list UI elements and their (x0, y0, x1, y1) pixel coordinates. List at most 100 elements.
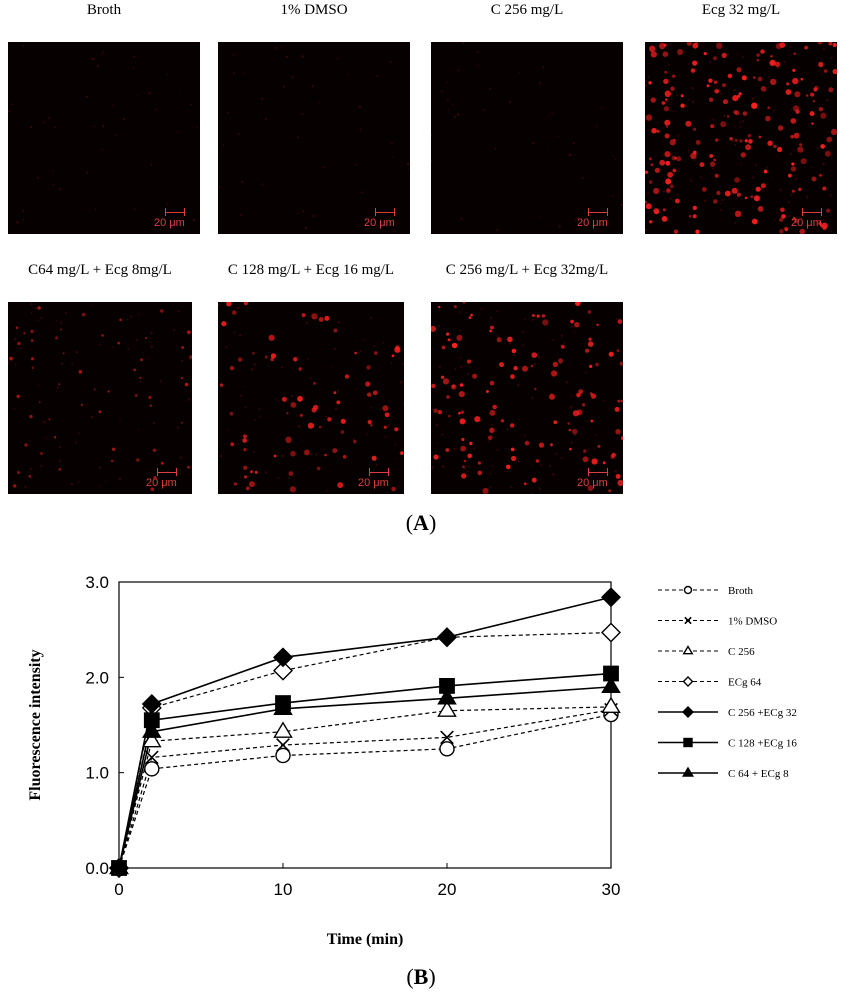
background-speck (491, 424, 493, 426)
background-speck (776, 66, 779, 69)
background-speck (65, 312, 67, 315)
background-speck (600, 223, 603, 225)
stained-cell (189, 355, 192, 359)
background-speck (240, 476, 242, 479)
background-speck (136, 95, 138, 97)
background-speck (57, 386, 59, 389)
stained-cell (760, 49, 765, 54)
background-speck (691, 87, 694, 90)
background-speck (517, 384, 520, 387)
background-speck (118, 477, 122, 480)
background-speck (712, 118, 715, 121)
scale-bar-label: 20 μm (364, 217, 395, 229)
stained-cell (187, 466, 190, 469)
stained-cell (353, 439, 357, 444)
background-speck (506, 428, 509, 431)
stained-cell (570, 319, 574, 324)
data-point (273, 660, 293, 681)
background-speck (438, 365, 441, 368)
background-speck (337, 57, 339, 60)
stained-cell (29, 414, 33, 419)
background-speck (797, 67, 800, 69)
stained-cell (793, 52, 796, 56)
background-speck (687, 149, 690, 152)
micrograph-caption: Ecg 32 mg/L (701, 2, 781, 18)
background-speck (60, 321, 63, 324)
background-speck (462, 42, 465, 44)
stained-cell (578, 389, 584, 394)
background-speck (93, 125, 96, 128)
stained-cell (648, 180, 653, 184)
stained-cell (433, 454, 439, 460)
stained-cell (809, 111, 815, 117)
stained-cell (511, 455, 517, 462)
stained-cell (654, 167, 660, 173)
stained-cell (760, 86, 767, 92)
background-speck (358, 105, 362, 109)
background-speck (688, 99, 690, 101)
legend-marker (682, 645, 694, 655)
background-speck (585, 372, 587, 374)
stained-cell (117, 341, 120, 345)
micrograph-caption: C 256 mg/L + Ecg 32mg/L (445, 262, 609, 278)
stained-cell (720, 121, 727, 128)
data-point (142, 721, 162, 738)
stained-cell (672, 168, 677, 173)
background-speck (177, 310, 180, 313)
background-speck (315, 453, 318, 456)
background-speck (620, 203, 623, 206)
stained-cell (242, 434, 248, 439)
background-speck (352, 438, 355, 441)
background-speck (52, 170, 54, 172)
stained-cell (531, 314, 535, 317)
stained-cell (242, 438, 247, 443)
background-speck (132, 67, 134, 69)
stained-cell (268, 334, 275, 341)
stained-cell (757, 206, 764, 212)
background-speck (436, 442, 438, 444)
stained-cell (755, 186, 761, 192)
stained-cell (790, 118, 797, 124)
background-speck (789, 152, 792, 155)
stained-cell (661, 216, 668, 222)
stained-cell (751, 102, 758, 109)
background-speck (126, 318, 129, 321)
background-speck (326, 489, 328, 491)
background-speck (720, 208, 723, 211)
stained-cell (820, 144, 825, 149)
background-speck (741, 194, 743, 197)
data-point (437, 688, 457, 705)
background-speck (490, 316, 493, 320)
stained-cell (756, 53, 760, 57)
micrograph-panel: C 256 mg/L + Ecg 32mg/L 20 μm (431, 262, 623, 496)
background-speck (30, 126, 33, 129)
background-speck (672, 110, 675, 112)
stained-cell (786, 82, 790, 86)
background-speck (225, 346, 228, 348)
data-point (273, 721, 293, 738)
background-speck (570, 405, 573, 409)
background-speck (663, 181, 665, 184)
stained-cell (17, 341, 21, 346)
stained-cell (824, 150, 831, 157)
stained-cell (615, 474, 621, 479)
background-speck (552, 339, 555, 342)
stained-cell (304, 449, 310, 456)
stained-cell (739, 139, 743, 143)
x-tick-label: 20 (438, 880, 457, 899)
background-speck (233, 331, 236, 334)
background-speck (250, 368, 254, 371)
background-speck (573, 330, 575, 333)
stained-cell (229, 365, 235, 371)
stained-cell (583, 449, 587, 453)
background-speck (370, 407, 372, 409)
data-point (275, 747, 291, 764)
background-speck (531, 397, 534, 400)
panel-b-label: (B) (406, 964, 436, 989)
background-speck (297, 212, 299, 215)
stained-cell (722, 83, 726, 88)
stained-cell (777, 146, 783, 153)
stained-cell (576, 392, 581, 398)
background-speck (570, 441, 573, 444)
stained-cell (567, 422, 570, 425)
